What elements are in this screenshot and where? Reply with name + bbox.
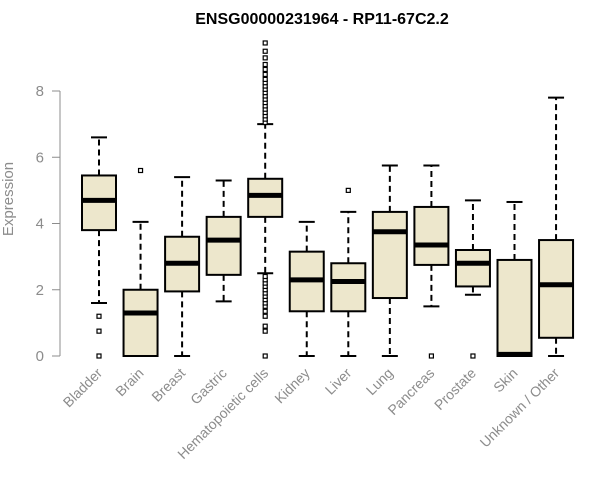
x-category-label: Brain <box>112 365 146 399</box>
outlier-point <box>262 273 268 280</box>
box-skin <box>496 200 533 357</box>
iqr-box <box>205 215 242 276</box>
x-category-label: Unknown / Other <box>477 365 563 451</box>
box-pancreas <box>413 164 450 359</box>
outlier-point <box>262 353 268 359</box>
box-unknown-other <box>538 96 575 357</box>
x-category-label: Bladder <box>60 365 106 411</box>
iqr-box <box>330 262 367 313</box>
y-tick-label: 8 <box>36 83 44 100</box>
box-gastric <box>205 179 242 303</box>
outlier-point <box>96 313 102 319</box>
outlier-point <box>96 328 102 334</box>
outlier-point <box>345 187 351 193</box>
box-liver <box>330 187 367 357</box>
y-axis-title: Expression <box>0 162 17 236</box>
y-tick-label: 4 <box>36 216 44 233</box>
outlier-point <box>262 40 268 46</box>
outlier-point <box>262 323 268 329</box>
x-category-label: Kidney <box>271 365 313 407</box>
outlier-point <box>428 353 434 359</box>
boxplot-series <box>81 40 575 359</box>
iqr-box <box>454 249 491 288</box>
iqr-box <box>538 239 575 339</box>
x-category-label: Skin <box>490 365 521 396</box>
box-bladder <box>81 136 117 359</box>
x-category-label: Lung <box>363 365 396 398</box>
iqr-box <box>413 205 450 266</box>
outlier-point <box>262 76 268 83</box>
y-axis-ticks: 0 2 4 6 8 <box>36 83 60 365</box>
chart-title: ENSG00000231964 - RP11-67C2.2 <box>195 11 449 28</box>
outlier-point <box>262 71 268 78</box>
outlier-point <box>262 48 268 54</box>
outlier-point <box>262 313 268 319</box>
box-breast <box>164 176 201 357</box>
x-category-label: Breast <box>148 365 188 405</box>
x-category-label: Prostate <box>431 365 479 413</box>
iqr-box <box>496 258 533 357</box>
outlier-point <box>137 167 144 174</box>
outlier-point <box>470 353 476 359</box>
outlier-point <box>262 66 268 73</box>
iqr-box <box>371 210 408 300</box>
box-kidney <box>288 220 325 357</box>
y-tick-label: 2 <box>36 282 44 299</box>
x-category-label: Liver <box>322 365 355 398</box>
outlier-point <box>262 61 268 68</box>
iqr-box <box>122 288 159 357</box>
box-hematopoietic-cells <box>247 40 284 359</box>
box-lung <box>371 164 408 357</box>
outlier-point <box>96 353 102 359</box>
box-brain <box>122 167 159 357</box>
box-prostate <box>454 199 491 359</box>
y-tick-label: 0 <box>36 348 44 365</box>
outlier-point <box>262 328 268 334</box>
y-tick-label: 6 <box>36 149 44 166</box>
outlier-point <box>262 308 268 314</box>
outlier-point <box>262 55 268 61</box>
